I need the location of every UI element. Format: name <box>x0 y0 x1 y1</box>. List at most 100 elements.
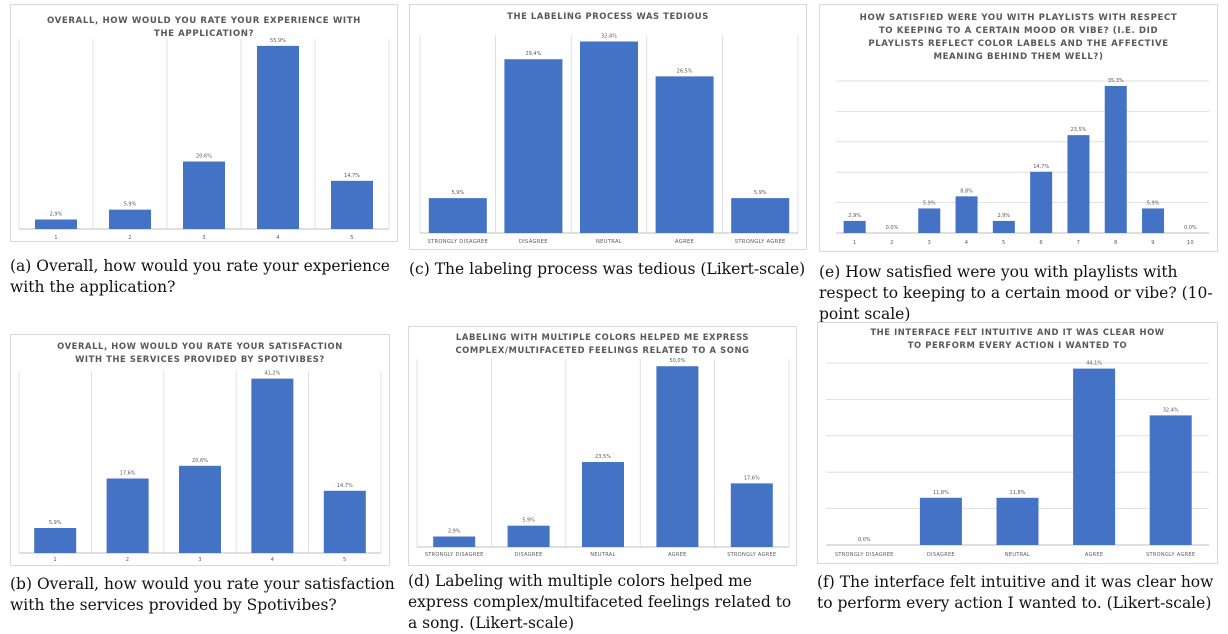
x-tick-label: DISAGREE <box>927 552 955 558</box>
bar-c-4 <box>655 76 714 233</box>
data-label: 32,4% <box>1163 407 1179 413</box>
x-tick-label: 2 <box>128 235 132 241</box>
data-label: 11,8% <box>1010 490 1026 496</box>
x-tick-label: 1 <box>53 557 57 563</box>
x-tick-label: 10 <box>1187 240 1194 246</box>
bar-d-3 <box>582 462 624 547</box>
caption-a: (a) Overall, how would you rate your exp… <box>10 257 390 296</box>
chart-a: OVERALL, HOW WOULD YOU RATE YOUR EXPERIE… <box>18 16 390 241</box>
data-label: 20,6% <box>192 458 208 464</box>
x-tick-label: 5 <box>343 557 347 563</box>
x-tick-label: 1 <box>54 235 58 241</box>
caption-f: (f) The interface felt intuitive and it … <box>817 573 1214 612</box>
chart-title-line: THE LABELING PROCESS WAS TEDIOUS <box>507 11 709 21</box>
x-tick-label: 2 <box>126 557 130 563</box>
data-label: 2,9% <box>848 213 861 219</box>
x-tick-label: 1 <box>853 240 857 246</box>
data-label: 2,9% <box>997 213 1010 219</box>
chart-f-frame: THE INTERFACE FELT INTUITIVE AND IT WAS … <box>817 322 1218 564</box>
chart-title-line: LABELING WITH MULTIPLE COLORS HELPED ME … <box>456 332 749 342</box>
x-tick-label: 3 <box>927 240 931 246</box>
data-label: 50,0% <box>669 358 685 364</box>
caption-c: (c) The labeling process was tedious (Li… <box>409 260 806 278</box>
chart-c-frame: THE LABELING PROCESS WAS TEDIOUS 5,9% STRO… <box>409 4 807 250</box>
x-tick-label: AGREE <box>675 239 694 245</box>
data-label: 11,8% <box>933 490 949 496</box>
x-tick-label: AGREE <box>1085 552 1104 558</box>
x-tick-label: AGREE <box>668 552 687 558</box>
bar-d-1 <box>433 536 476 547</box>
bar-f-3 <box>996 497 1039 545</box>
data-label: 41,2% <box>264 371 280 377</box>
bar-a-3 <box>183 161 225 229</box>
chart-e-frame: HOW SATISFIED WERE YOU WITH PLAYLISTS WI… <box>819 4 1218 252</box>
chart-b-frame: OVERALL, HOW WOULD YOU RATE YOUR SATISFA… <box>10 334 390 566</box>
data-label: 0,0% <box>1184 225 1197 231</box>
data-label: 5,9% <box>522 518 535 524</box>
bar-e-4 <box>955 196 978 233</box>
bar-e-8 <box>1104 85 1127 234</box>
x-tick-label: STRONGLY AGREE <box>1146 552 1195 558</box>
bar-e-9 <box>1142 208 1165 233</box>
chart-title-line: THE INTERFACE FELT INTUITIVE AND IT WAS … <box>870 327 1164 337</box>
chart-title-line: THE APPLICATION? <box>154 29 254 39</box>
chart-a-frame: OVERALL, HOW WOULD YOU RATE YOUR EXPERIE… <box>10 4 398 242</box>
bar-f-5 <box>1149 415 1192 545</box>
bar-e-5 <box>992 220 1015 233</box>
bar-f-4 <box>1073 368 1116 545</box>
bar-a-4 <box>257 45 299 230</box>
data-label: 5,9% <box>923 200 936 206</box>
data-label: 8,8% <box>960 188 973 194</box>
chart-title-line: TO PERFORM EVERY ACTION I WANTED TO <box>908 340 1128 350</box>
data-label: 0,0% <box>886 225 899 231</box>
chart-d: LABELING WITH MULTIPLE COLORS HELPED ME … <box>416 332 790 558</box>
chart-b: OVERALL, HOW WOULD YOU RATE YOUR SATISFA… <box>18 341 382 563</box>
bar-f-2 <box>919 497 962 545</box>
x-tick-label: 3 <box>198 557 202 563</box>
data-label: 20,6% <box>196 154 212 160</box>
bar-e-1 <box>843 220 866 233</box>
bar-d-2 <box>507 525 550 547</box>
caption-d: (d) Labeling with multiple colors helped… <box>408 572 792 632</box>
x-tick-label: 7 <box>1077 240 1081 246</box>
x-tick-label: NEUTRAL <box>596 239 622 245</box>
bar-a-5 <box>331 180 373 229</box>
data-label: 14,7% <box>344 173 360 179</box>
x-tick-label: 9 <box>1151 240 1155 246</box>
caption-b: (b) Overall, how would you rate your sat… <box>10 575 395 614</box>
bar-a-1 <box>35 219 77 229</box>
x-tick-label: STRONGLY DISAGREE <box>427 239 488 245</box>
data-label: 26,5% <box>677 68 693 74</box>
chart-title-line: OVERALL, HOW WOULD YOU RATE YOUR EXPERIE… <box>47 16 361 26</box>
x-tick-label: STRONGLY DISAGREE <box>835 552 894 558</box>
bar-b-5 <box>323 490 366 553</box>
bar-c-2 <box>504 59 563 234</box>
bar-b-2 <box>106 478 149 553</box>
bar-a-2 <box>109 209 151 229</box>
x-tick-label: 3 <box>202 235 206 241</box>
x-tick-label: 5 <box>1002 240 1006 246</box>
data-label: 14,7% <box>337 483 353 489</box>
bar-e-3 <box>918 208 941 233</box>
data-label: 5,9% <box>124 202 137 208</box>
x-tick-label: STRONGLY AGREE <box>735 239 786 245</box>
chart-f: THE INTERFACE FELT INTUITIVE AND IT WAS … <box>826 327 1209 558</box>
bar-b-4 <box>251 378 294 553</box>
data-label: 23,5% <box>595 454 611 460</box>
x-tick-label: STRONGLY AGREE <box>727 552 776 558</box>
x-tick-label: 4 <box>271 557 275 563</box>
chart-d-frame: LABELING WITH MULTIPLE COLORS HELPED ME … <box>408 326 797 566</box>
bar-d-5 <box>730 483 773 547</box>
data-label: 17,6% <box>120 471 136 477</box>
x-tick-label: 4 <box>965 240 969 246</box>
data-label: 44,1% <box>1086 361 1102 367</box>
data-label: 5,9% <box>754 190 767 196</box>
bar-c-5 <box>731 198 790 233</box>
x-tick-label: STRONGLY DISAGREE <box>425 552 484 558</box>
x-tick-label: NEUTRAL <box>590 552 615 558</box>
x-tick-label: DISAGREE <box>515 552 543 558</box>
data-label: 35,3% <box>1108 78 1124 84</box>
data-label: 2,9% <box>448 529 461 535</box>
x-tick-label: 4 <box>276 235 280 241</box>
data-label: 2,9% <box>50 212 63 218</box>
